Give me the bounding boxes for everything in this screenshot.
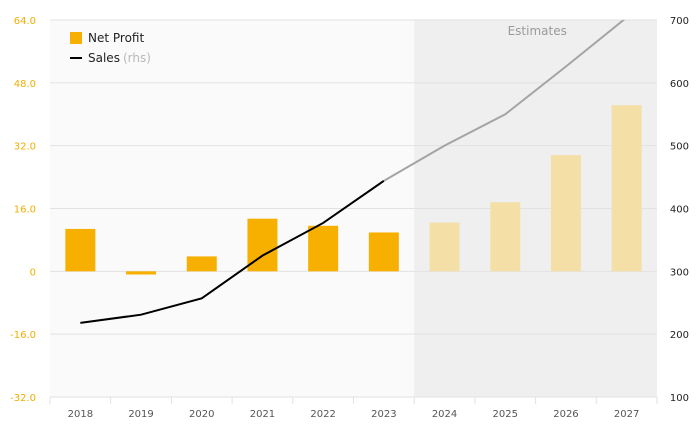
net-profit-label: Net Profit xyxy=(88,31,145,45)
net-profit-bar xyxy=(126,271,157,275)
net-profit-bar xyxy=(611,105,642,272)
x-axis-label: 2023 xyxy=(371,409,396,420)
x-axis-label: 2021 xyxy=(250,409,275,420)
net-profit-bar xyxy=(308,225,339,272)
sales-axis-note: (rhs) xyxy=(122,51,151,65)
right-axis-tick: 200 xyxy=(670,330,689,341)
x-axis-label: 2022 xyxy=(310,409,335,420)
right-axis-tick: 600 xyxy=(670,79,689,90)
x-axis-label: 2024 xyxy=(432,409,457,420)
sales-line-actual xyxy=(80,180,385,324)
left-axis-tick: 16.0 xyxy=(14,205,36,216)
x-axis-label: 2027 xyxy=(614,409,639,420)
net-profit-bar xyxy=(429,222,460,272)
right-axis-tick: 400 xyxy=(670,205,689,216)
right-axis-tick: 500 xyxy=(670,142,689,153)
x-axis-label: 2026 xyxy=(553,409,578,420)
right-axis-tick: 300 xyxy=(670,267,689,278)
net-profit-swatch xyxy=(70,32,82,44)
left-axis-tick: -32.0 xyxy=(10,393,36,404)
legend-item-sales: Sales (rhs) xyxy=(70,48,151,68)
net-profit-bar xyxy=(65,228,96,272)
net-profit-bar xyxy=(550,155,581,272)
x-axis-label: 2025 xyxy=(493,409,518,420)
left-axis-tick: -16.0 xyxy=(10,330,36,341)
left-axis-tick: 0 xyxy=(30,267,36,278)
sales-label: Sales xyxy=(88,51,120,65)
x-axis-label: 2018 xyxy=(68,409,93,420)
sales-swatch xyxy=(70,57,82,59)
left-axis-tick: 64.0 xyxy=(14,16,36,27)
left-axis-tick: 48.0 xyxy=(14,79,36,90)
right-axis-tick: 100 xyxy=(670,393,689,404)
right-axis-tick: 700 xyxy=(670,16,689,27)
x-axis-label: 2019 xyxy=(128,409,153,420)
x-axis-label: 2020 xyxy=(189,409,214,420)
net-profit-bar xyxy=(368,232,399,272)
legend-item-net-profit: Net Profit xyxy=(70,28,151,48)
net-profit-bar xyxy=(186,256,217,272)
legend: Net Profit Sales (rhs) xyxy=(70,28,151,68)
left-axis-tick: 32.0 xyxy=(14,142,36,153)
sales-line-estimate xyxy=(383,20,626,182)
net-profit-bar xyxy=(490,202,521,272)
estimates-label: Estimates xyxy=(507,24,567,38)
